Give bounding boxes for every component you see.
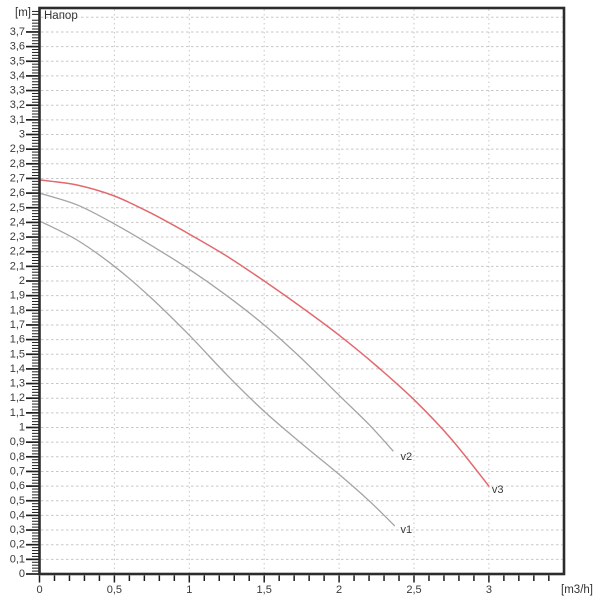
y-tick-label: 0,8 [10,451,25,463]
y-tick-label: 1,2 [10,392,25,404]
x-axis-unit-label: [m3/h] [561,584,593,596]
y-tick-label: 0,3 [10,524,25,536]
curve-v2 [38,192,394,452]
y-tick-label: 2,3 [10,231,25,243]
x-tick-label: 1 [186,584,192,596]
y-tick-label: 2 [19,275,25,287]
chart-title: Напор [44,10,78,22]
plot-border [38,6,566,576]
y-tick-label: 0,6 [10,480,25,492]
y-tick-label: 0,2 [10,539,25,551]
y-tick-label: 0,4 [10,509,25,521]
y-tick-label: 2,6 [10,187,25,199]
y-tick-label: 1,3 [10,378,25,390]
y-tick-label: 0,1 [10,553,25,565]
y-tick-label: 2,7 [10,172,25,184]
y-tick-label: 1,7 [10,319,25,331]
curve-label-v2: v2 [401,451,413,463]
x-tick-label: 2 [336,584,342,596]
horizontal-gridlines [41,16,563,560]
y-tick-label: 2,2 [10,246,25,258]
y-axis-unit-label: [m] [15,7,31,19]
x-axis-ruler [38,575,550,583]
y-tick-label: 3,1 [10,114,25,126]
y-tick-label: 3,6 [10,41,25,53]
y-axis-ruler [26,10,40,575]
y-tick-label: 1,5 [10,348,25,360]
x-tick-label: 0 [36,584,42,596]
pump-curves: v1 v2 v3 [38,179,504,536]
x-axis-tick-labels: 0 0,5 1 1,5 2 2,5 3 [36,584,492,596]
x-tick-label: 0,5 [107,584,122,596]
y-tick-label: 2,1 [10,260,25,272]
y-tick-label: 1,1 [10,407,25,419]
y-tick-label: 3,4 [10,70,25,82]
curve-v1 [38,220,396,527]
y-tick-label: 3 [19,129,25,141]
curve-label-v3: v3 [492,484,504,496]
y-tick-label: 1,9 [10,290,25,302]
y-tick-label: 1,6 [10,334,25,346]
y-axis-tick-labels: 0 0,1 0,2 0,3 0,4 0,5 0,6 0,7 0,8 0,9 1 1,1 1,2 1,3 1,… [10,26,25,580]
y-tick-label: 2,4 [10,216,25,228]
y-tick-label: 2,8 [10,158,25,170]
vertical-gridlines [113,9,490,573]
y-tick-label: 2,9 [10,143,25,155]
y-tick-label: 1,4 [10,363,25,375]
x-tick-label: 2,5 [406,584,421,596]
y-tick-label: 3,5 [10,55,25,67]
y-tick-label: 0,9 [10,436,25,448]
y-tick-label: 3,2 [10,99,25,111]
x-tick-label: 3 [486,584,492,596]
y-tick-label: 0,7 [10,465,25,477]
y-tick-label: 2,5 [10,202,25,214]
y-tick-label: 0,5 [10,495,25,507]
y-tick-label: 3,7 [10,26,25,38]
y-tick-label: 0 [19,568,25,580]
curve-label-v1: v1 [401,524,413,536]
y-tick-label: 3,3 [10,85,25,97]
x-tick-label: 1,5 [257,584,272,596]
y-tick-label: 1 [19,422,25,434]
y-tick-label: 1,8 [10,304,25,316]
curve-v3 [38,179,490,487]
